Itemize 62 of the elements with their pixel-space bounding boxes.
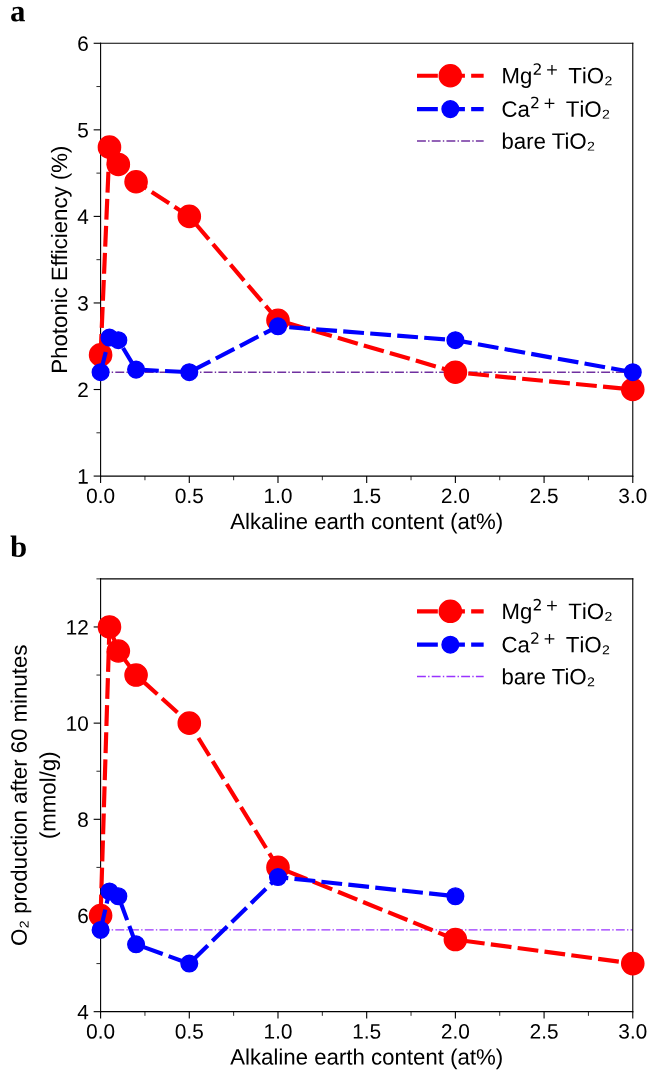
x-tick-label: 2.0	[441, 488, 470, 504]
legend-label: Mg$^{2+}$ TiO₂	[503, 598, 612, 624]
point	[91, 920, 110, 939]
legend-label: Mg$^{2+}$ TiO₂	[503, 63, 612, 88]
point	[446, 331, 465, 350]
x-tick-label: 1.5	[353, 488, 381, 504]
point	[97, 135, 122, 159]
point	[97, 615, 122, 639]
legend-label: Ca$^{2+}$ TiO₂	[502, 632, 610, 655]
point	[109, 331, 128, 350]
x-tick-label: 3.0	[619, 1024, 647, 1039]
point	[443, 927, 468, 952]
point	[620, 951, 645, 976]
y-tick-label: 6	[78, 908, 88, 924]
x-tick-label: 3.0	[619, 488, 647, 504]
y-tick-label: 4	[77, 209, 89, 224]
y-tick-label: 10	[67, 716, 88, 731]
x-tick-label: 2.5	[530, 1024, 558, 1039]
chart-title: a	[11, 6, 25, 22]
y-tick-label: 6	[78, 36, 88, 52]
legend-label: bare TiO₂	[502, 668, 595, 687]
point	[443, 360, 468, 385]
point	[268, 317, 288, 336]
y-tick-label: 8	[78, 812, 88, 828]
point	[177, 204, 202, 229]
x-tick-label: 2.0	[441, 1024, 470, 1039]
y-tick-label: 2	[78, 382, 88, 398]
point	[91, 363, 110, 382]
x-tick-label: 1.0	[265, 488, 292, 504]
point	[268, 867, 288, 887]
point	[124, 169, 148, 194]
y-tick-label: 12	[67, 619, 88, 635]
x-axis-title: Alkaline earth content (at%)	[230, 1048, 502, 1070]
x-tick-label: 0.0	[86, 488, 115, 504]
point	[620, 377, 645, 402]
y-tick-label: 5	[78, 123, 88, 138]
point	[180, 954, 199, 973]
x-axis-title: Alkaline earth content (at%)	[230, 512, 502, 534]
point	[180, 363, 199, 382]
point	[446, 887, 465, 906]
legend-label: bare TiO₂	[502, 132, 595, 151]
y-tick-label: 3	[78, 295, 88, 311]
point	[127, 360, 146, 379]
x-tick-label: 1.5	[353, 1024, 381, 1039]
x-tick-label: 0.5	[175, 1024, 203, 1039]
y-tick-label: 4	[77, 1004, 89, 1020]
y-axis-title: O₂ production after 60 minutes (mmol/g)	[10, 645, 61, 945]
x-tick-label: 0.0	[86, 1024, 115, 1039]
x-tick-label: 2.5	[530, 488, 558, 504]
x-tick-label: 0.5	[175, 488, 203, 504]
point	[109, 887, 128, 906]
chart-title: b	[10, 535, 26, 558]
point	[177, 711, 202, 735]
y-axis-title: Photonic Efficiency (%)	[50, 147, 72, 372]
point	[106, 639, 131, 663]
legend-label: Ca$^{2+}$ TiO₂	[502, 96, 610, 119]
y-tick-label: 1	[78, 469, 88, 484]
point	[127, 935, 146, 954]
x-tick-label: 1.0	[265, 1024, 292, 1039]
point	[106, 152, 131, 177]
point	[124, 663, 148, 687]
point	[623, 363, 642, 382]
